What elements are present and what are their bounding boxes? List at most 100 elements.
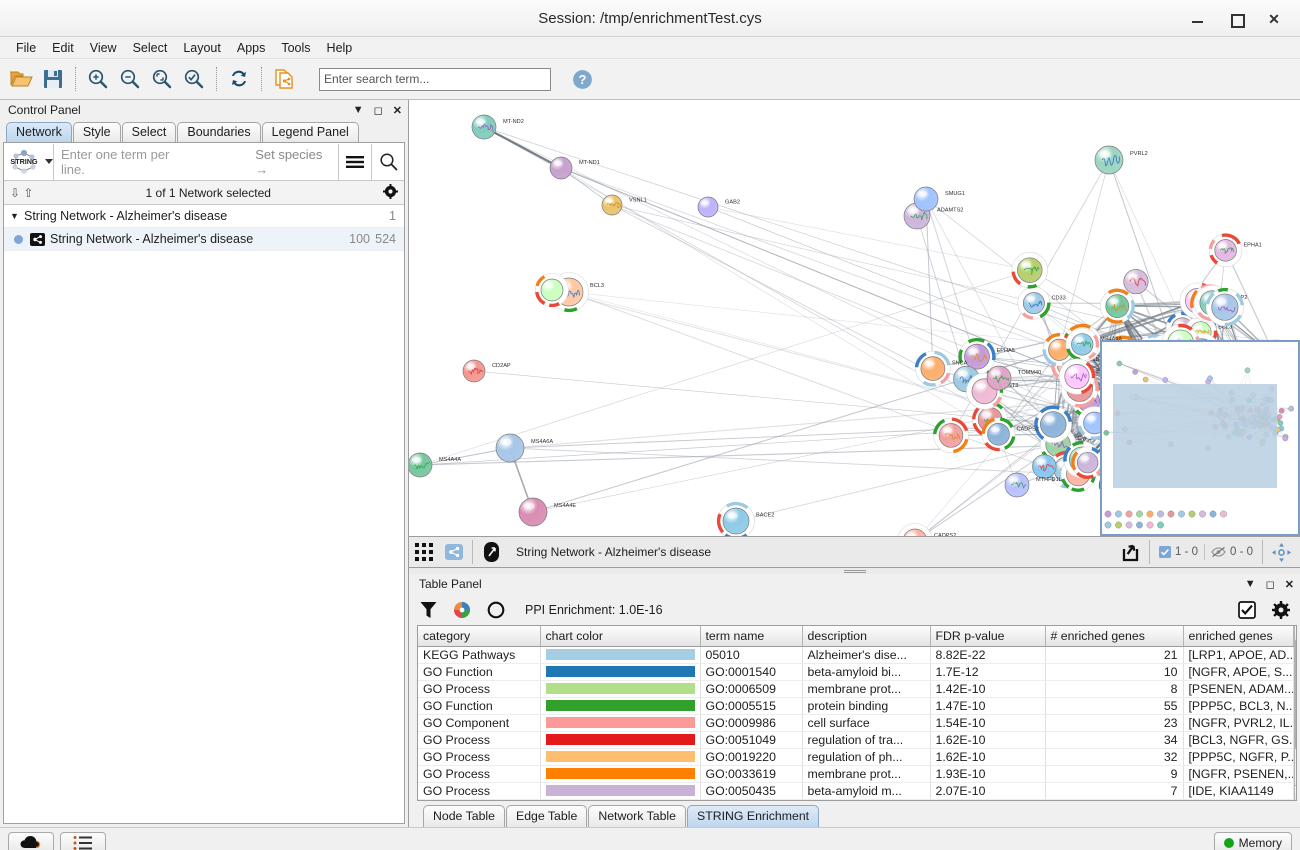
network-node[interactable] xyxy=(1123,269,1149,295)
string-logo-icon[interactable]: STRING xyxy=(4,144,44,180)
chevron-down-icon[interactable]: ▼ xyxy=(352,104,364,116)
network-node[interactable] xyxy=(716,501,755,538)
node-sphere[interactable] xyxy=(495,433,525,463)
node-sphere[interactable] xyxy=(987,422,1010,446)
table-row[interactable]: GO Process GO:0050435 beta-amyloid m... 2.0… xyxy=(418,782,1294,800)
network-node[interactable] xyxy=(897,523,933,538)
network-node[interactable] xyxy=(1065,327,1100,362)
scroll-up-arrow-icon[interactable] xyxy=(1294,626,1296,642)
zoom-fit-network-icon[interactable] xyxy=(179,64,209,94)
minimize-button[interactable] xyxy=(1190,11,1206,27)
table-row[interactable]: GO Function GO:0005515 protein binding 1.47… xyxy=(418,697,1294,715)
control-panel-tab-legend-panel[interactable]: Legend Panel xyxy=(261,122,359,142)
node-sphere[interactable] xyxy=(1017,257,1043,283)
float-panel-icon[interactable]: ◻ xyxy=(373,104,383,117)
network-tree-root-row[interactable]: ▼ String Network - Alzheimer's disease 1 xyxy=(4,205,404,228)
string-dropdown-caret-icon[interactable] xyxy=(45,159,53,164)
memory-status-button[interactable]: Memory xyxy=(1213,831,1292,850)
network-node[interactable] xyxy=(1042,333,1077,367)
table-row[interactable]: GO Process GO:0006509 membrane prot... 1.42… xyxy=(418,680,1294,698)
network-node[interactable] xyxy=(1034,405,1072,444)
menu-item-help[interactable]: Help xyxy=(326,40,353,55)
network-node[interactable] xyxy=(1004,472,1030,498)
table-tab-network-table[interactable]: Network Table xyxy=(588,804,687,827)
network-node[interactable] xyxy=(986,365,1012,391)
menu-item-edit[interactable]: Edit xyxy=(52,40,74,55)
table-tab-node-table[interactable]: Node Table xyxy=(423,804,505,827)
table-row[interactable]: GO Process GO:0051049 regulation of tra...… xyxy=(418,731,1294,749)
node-sphere[interactable] xyxy=(1071,333,1094,356)
node-sphere[interactable] xyxy=(1211,293,1239,321)
select-all-checkbox-icon[interactable] xyxy=(1236,599,1258,621)
zoom-fit-selected-icon[interactable] xyxy=(147,64,177,94)
table-row[interactable]: GO Process GO:0033619 membrane prot... 1.93… xyxy=(418,765,1294,783)
network-node[interactable] xyxy=(697,196,719,218)
save-session-icon[interactable] xyxy=(38,64,68,94)
close-panel-icon[interactable]: ✕ xyxy=(392,104,402,117)
network-node[interactable] xyxy=(1017,286,1051,320)
node-sphere[interactable] xyxy=(1076,451,1099,474)
node-sphere[interactable] xyxy=(1105,294,1130,318)
expand-triangle-icon[interactable]: ▼ xyxy=(10,211,19,221)
network-node[interactable] xyxy=(1099,288,1135,324)
table-tab-string-enrichment[interactable]: STRING Enrichment xyxy=(687,804,820,827)
gear-icon[interactable] xyxy=(383,183,398,202)
scroll-down-arrow-icon[interactable] xyxy=(1294,784,1296,800)
column-header-chart-color[interactable]: chart color xyxy=(540,626,701,647)
table-row[interactable]: GO Component GO:0009986 cell surface 1.54E-… xyxy=(418,714,1294,732)
network-node[interactable] xyxy=(1205,287,1245,327)
network-node[interactable] xyxy=(1208,233,1243,268)
column-header-fdr-p-value[interactable]: FDR p-value xyxy=(930,626,1046,647)
column-header-category[interactable]: category xyxy=(418,626,541,647)
close-panel-icon[interactable]: ✕ xyxy=(1284,578,1294,591)
network-node[interactable] xyxy=(535,273,569,308)
birds-eye-viewport-rect[interactable] xyxy=(1113,384,1277,489)
cloud-icon[interactable] xyxy=(8,831,54,850)
export-network-icon[interactable] xyxy=(269,64,299,94)
network-canvas[interactable]: MT-ND2MT-ND1VSNL1GAB2HFEPVRL2ADAMTS2SMUG… xyxy=(409,100,1300,538)
node-sphere[interactable] xyxy=(697,196,719,218)
network-node[interactable] xyxy=(495,433,525,463)
network-tree-child-row[interactable]: String Network - Alzheimer's disease 100… xyxy=(4,228,404,251)
donut-chart-icon[interactable] xyxy=(485,599,507,621)
zoom-out-icon[interactable] xyxy=(115,64,145,94)
control-panel-tab-style[interactable]: Style xyxy=(72,122,121,142)
table-row[interactable]: GO Function GO:0001540 beta-amyloid bi... 1… xyxy=(418,663,1294,681)
grid-layout-icon[interactable] xyxy=(409,539,439,565)
control-panel-tab-network[interactable]: Network xyxy=(6,122,72,142)
menu-item-select[interactable]: Select xyxy=(132,40,168,55)
network-node[interactable] xyxy=(981,417,1016,452)
node-sphere[interactable] xyxy=(913,186,939,212)
node-sphere[interactable] xyxy=(722,507,750,535)
hamburger-icon[interactable] xyxy=(338,143,371,180)
network-node[interactable] xyxy=(462,359,486,383)
node-sphere[interactable] xyxy=(964,343,990,370)
table-row[interactable]: KEGG Pathways 05010 Alzheimer's dise... 8.8… xyxy=(418,646,1294,664)
network-node[interactable] xyxy=(549,156,573,180)
network-node[interactable] xyxy=(1058,358,1096,395)
network-node[interactable] xyxy=(914,350,951,387)
float-panel-icon[interactable]: ◻ xyxy=(1265,578,1275,591)
zoom-in-icon[interactable] xyxy=(83,64,113,94)
network-node[interactable] xyxy=(471,114,497,140)
network-node[interactable] xyxy=(1032,454,1057,479)
column-header-term-name[interactable]: term name xyxy=(700,626,803,647)
help-icon[interactable]: ? xyxy=(567,64,597,94)
filter-icon[interactable] xyxy=(417,599,439,621)
node-sphere[interactable] xyxy=(518,497,548,527)
node-sphere[interactable] xyxy=(1040,411,1067,438)
collapse-expand-icons[interactable]: ⇩ ⇧ xyxy=(10,185,34,200)
menu-item-apps[interactable]: Apps xyxy=(236,40,266,55)
panel-split-grip[interactable] xyxy=(409,567,1300,575)
control-panel-tab-boundaries[interactable]: Boundaries xyxy=(177,122,261,142)
open-session-icon[interactable] xyxy=(6,64,36,94)
scrollbar-thumb[interactable] xyxy=(1294,641,1296,750)
menu-item-layout[interactable]: Layout xyxy=(183,40,221,55)
chevron-down-icon[interactable]: ▼ xyxy=(1244,578,1256,591)
node-sphere[interactable] xyxy=(986,365,1012,391)
menu-item-file[interactable]: File xyxy=(16,40,37,55)
network-node[interactable] xyxy=(409,452,433,478)
network-node[interactable] xyxy=(1011,252,1048,289)
network-node[interactable] xyxy=(958,338,996,375)
pan-icon[interactable] xyxy=(1266,539,1296,565)
